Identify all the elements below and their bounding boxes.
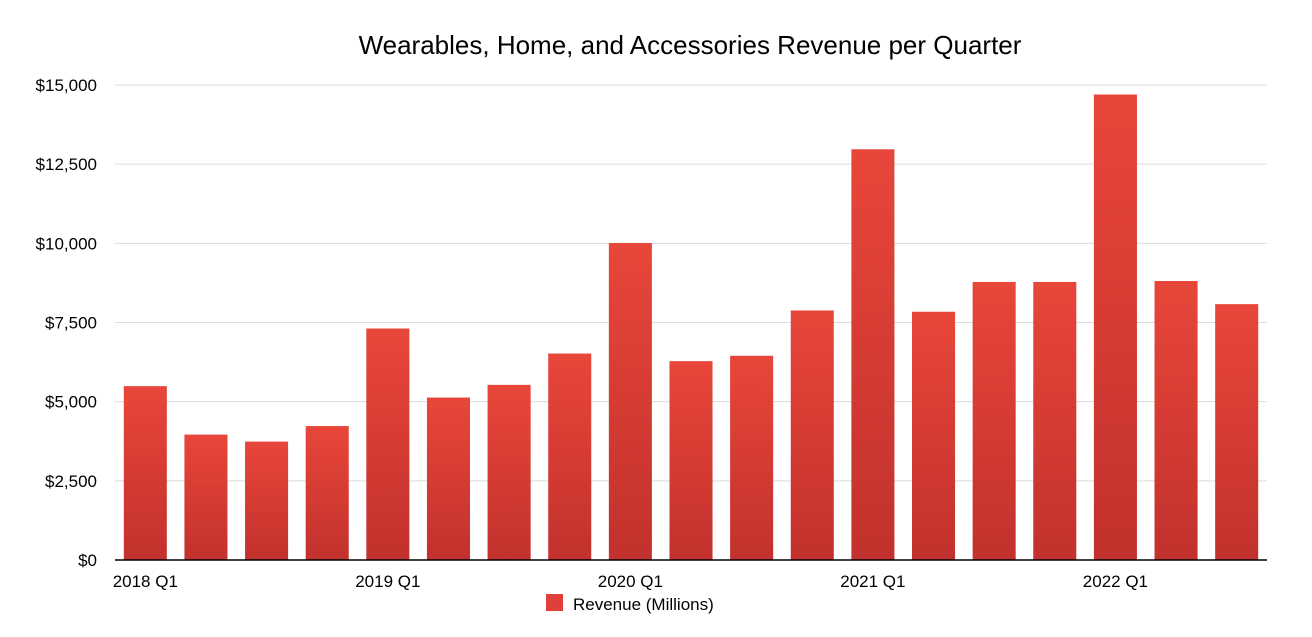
bar-2019-q2 — [426, 397, 470, 560]
bars — [123, 94, 1259, 560]
y-tick-label: $10,000 — [36, 234, 97, 253]
bar-2022-q2 — [1154, 281, 1198, 560]
y-tick-label: $2,500 — [45, 472, 97, 491]
bar-2020-q4 — [790, 310, 834, 560]
y-axis-tick-labels: $0 $2,500 $5,000 $7,500 $10,000 $12,500 $15,00… — [36, 76, 97, 570]
x-tick-label: 2021 Q1 — [840, 572, 905, 591]
bar-2021-q4 — [1033, 281, 1077, 560]
bar-2021-q1 — [851, 149, 895, 560]
bar-2020-q3 — [730, 355, 774, 560]
y-tick-label: $12,500 — [36, 155, 97, 174]
bar-2022-q3 — [1215, 304, 1259, 560]
bar-2020-q2 — [669, 361, 713, 560]
legend-swatch — [546, 594, 563, 611]
bar-2022-q1 — [1093, 94, 1137, 560]
y-tick-label: $7,500 — [45, 314, 97, 333]
y-tick-label: $5,000 — [45, 393, 97, 412]
legend: Revenue (Millions) — [546, 594, 714, 614]
chart-title: Wearables, Home, and Accessories Revenue… — [359, 30, 1022, 60]
bar-2021-q3 — [972, 281, 1016, 560]
bar-2019-q3 — [487, 384, 531, 560]
x-tick-label: 2020 Q1 — [598, 572, 663, 591]
x-tick-label: 2019 Q1 — [355, 572, 420, 591]
bar-2018-q4 — [305, 426, 349, 560]
x-axis-tick-labels: 2018 Q1 2019 Q1 2020 Q1 2021 Q1 2022 Q1 — [113, 572, 1148, 591]
x-tick-label: 2018 Q1 — [113, 572, 178, 591]
bar-2019-q1 — [366, 328, 410, 560]
bar-2021-q2 — [912, 311, 956, 560]
bar-2019-q4 — [548, 353, 592, 560]
bar-2018-q1 — [123, 386, 167, 560]
x-tick-label: 2022 Q1 — [1083, 572, 1148, 591]
y-tick-label: $15,000 — [36, 76, 97, 95]
bar-2018-q3 — [245, 441, 289, 560]
bar-2020-q1 — [608, 243, 652, 560]
legend-label: Revenue (Millions) — [573, 595, 714, 614]
bar-2018-q2 — [184, 434, 228, 560]
y-tick-label: $0 — [78, 551, 97, 570]
